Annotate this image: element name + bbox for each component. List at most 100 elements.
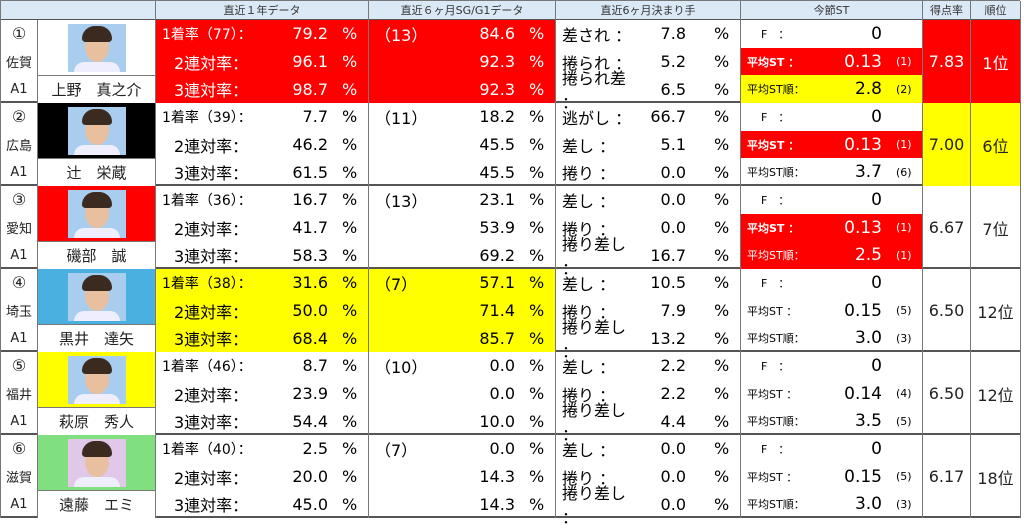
kimarite-1: 差し ： 0.0% [556, 435, 741, 463]
label: 1着率 [162, 275, 199, 292]
percent: % [529, 245, 545, 265]
value: 85.7 [479, 328, 515, 348]
boat-number: ④ [1, 269, 38, 297]
percent: % [529, 162, 545, 182]
percent: % [714, 52, 730, 72]
colon: ： [237, 192, 252, 209]
percent: % [529, 467, 545, 487]
sg-rate-3: 92.3% [369, 75, 556, 104]
rank: (6) [896, 165, 912, 179]
header-0 [1, 1, 156, 20]
racer-class: A1 [1, 75, 38, 104]
percent: % [529, 384, 545, 404]
racer-class: A1 [1, 158, 38, 187]
percent: % [714, 135, 730, 155]
colon: ： [237, 275, 252, 292]
percent: % [529, 356, 545, 376]
label: 差し ： [562, 274, 616, 294]
value: 0.0 [660, 439, 686, 459]
value: 31.6 [292, 273, 328, 293]
racer-class: A1 [1, 407, 38, 436]
year-rate-3: 3連対率： 98.7% [156, 75, 369, 104]
header-6: 順位 [971, 1, 1021, 20]
st-average: 平均ST ： 0.15 (5) [741, 462, 923, 491]
value: 45.5 [479, 135, 515, 155]
st-average: 平均ST ： 0.14 (4) [741, 379, 923, 408]
photo-frame [38, 435, 156, 491]
kimarite-3: 捲り ： 0.0% [556, 158, 741, 187]
percent: % [342, 273, 358, 293]
racer-name: 萩原 秀人 [38, 407, 156, 436]
value: 0.13 [844, 217, 882, 238]
label: 平均ST順： [747, 166, 805, 180]
percent: % [714, 384, 730, 404]
value: 0 [871, 189, 882, 210]
year-rate-2: 2連対率： 41.7% [156, 213, 369, 242]
percent: % [529, 79, 545, 99]
ranking: 6位 [971, 103, 1021, 187]
sg-rate-2: 92.3% [369, 47, 556, 76]
percent: % [342, 24, 358, 44]
percent: % [714, 494, 730, 514]
percent: % [342, 301, 358, 321]
label: 平均ST ： [747, 470, 798, 484]
score-rate: 6.50 [923, 269, 971, 353]
value: 10.5 [650, 273, 686, 293]
percent: % [529, 218, 545, 238]
value: 0 [871, 438, 882, 459]
label: 3連対率： [174, 247, 249, 267]
prefecture: 広島 [1, 130, 38, 159]
racer-class: A1 [1, 490, 38, 519]
value: 5.2 [660, 52, 686, 72]
racer-name: 磯部 誠 [38, 241, 156, 270]
racer-photo [67, 189, 126, 238]
year-rate-1: 1着率（38）： 31.6% [156, 269, 369, 297]
percent: % [342, 328, 358, 348]
value: 0.0 [660, 218, 686, 238]
sg-rate-3: 14.3% [369, 490, 556, 519]
label: 捲り差し ： [562, 484, 627, 528]
percent: % [529, 273, 545, 293]
kimarite-1: 逃がし ： 66.7% [556, 103, 741, 131]
score-rate: 6.17 [923, 435, 971, 519]
label: 差され ： [562, 25, 632, 45]
racer-row: ⑥ 滋賀 A1 遠藤 エミ 1着率（40）： 2.5% （7） 0.0% 差し ： 0.0% 2連対… [1, 435, 1021, 527]
st-flying: F ： 0 [741, 20, 923, 48]
value: 54.4 [292, 411, 328, 431]
count: （13） [375, 25, 428, 45]
st-order: 平均ST順： 3.7 (6) [741, 158, 923, 187]
value: 68.4 [292, 328, 328, 348]
photo-frame [38, 269, 156, 325]
header-5: 得点率 [923, 1, 971, 20]
sg-rate-2: 0.0% [369, 379, 556, 408]
prefecture: 埼玉 [1, 296, 38, 325]
value: 0.0 [489, 356, 515, 376]
kimarite-1: 差し ： 0.0% [556, 186, 741, 214]
value: 14.3 [479, 494, 515, 514]
sg-rate-3: 10.0% [369, 407, 556, 436]
percent: % [714, 245, 730, 265]
photo-frame [38, 352, 156, 408]
value: 92.3 [479, 52, 515, 72]
boat-number: ③ [1, 186, 38, 214]
label: 1着率 [162, 358, 199, 375]
score-rate: 7.83 [923, 20, 971, 104]
rank: (5) [896, 304, 912, 318]
percent: % [529, 107, 545, 127]
count: （13） [375, 191, 428, 211]
value: 23.9 [292, 384, 328, 404]
st-flying: F ： 0 [741, 352, 923, 380]
label: 1着率 [162, 26, 199, 43]
rank: (3) [896, 497, 912, 511]
colon: ： [237, 109, 252, 126]
label: 2連対率： [174, 302, 249, 322]
percent: % [714, 107, 730, 127]
value: 0 [871, 355, 882, 376]
value: 61.5 [292, 162, 328, 182]
percent: % [342, 356, 358, 376]
value: 6.5 [660, 79, 686, 99]
value: 96.1 [292, 52, 328, 72]
kimarite-2: 差し ： 5.1% [556, 130, 741, 159]
label: 1着率 [162, 192, 199, 209]
racer-class: A1 [1, 324, 38, 353]
